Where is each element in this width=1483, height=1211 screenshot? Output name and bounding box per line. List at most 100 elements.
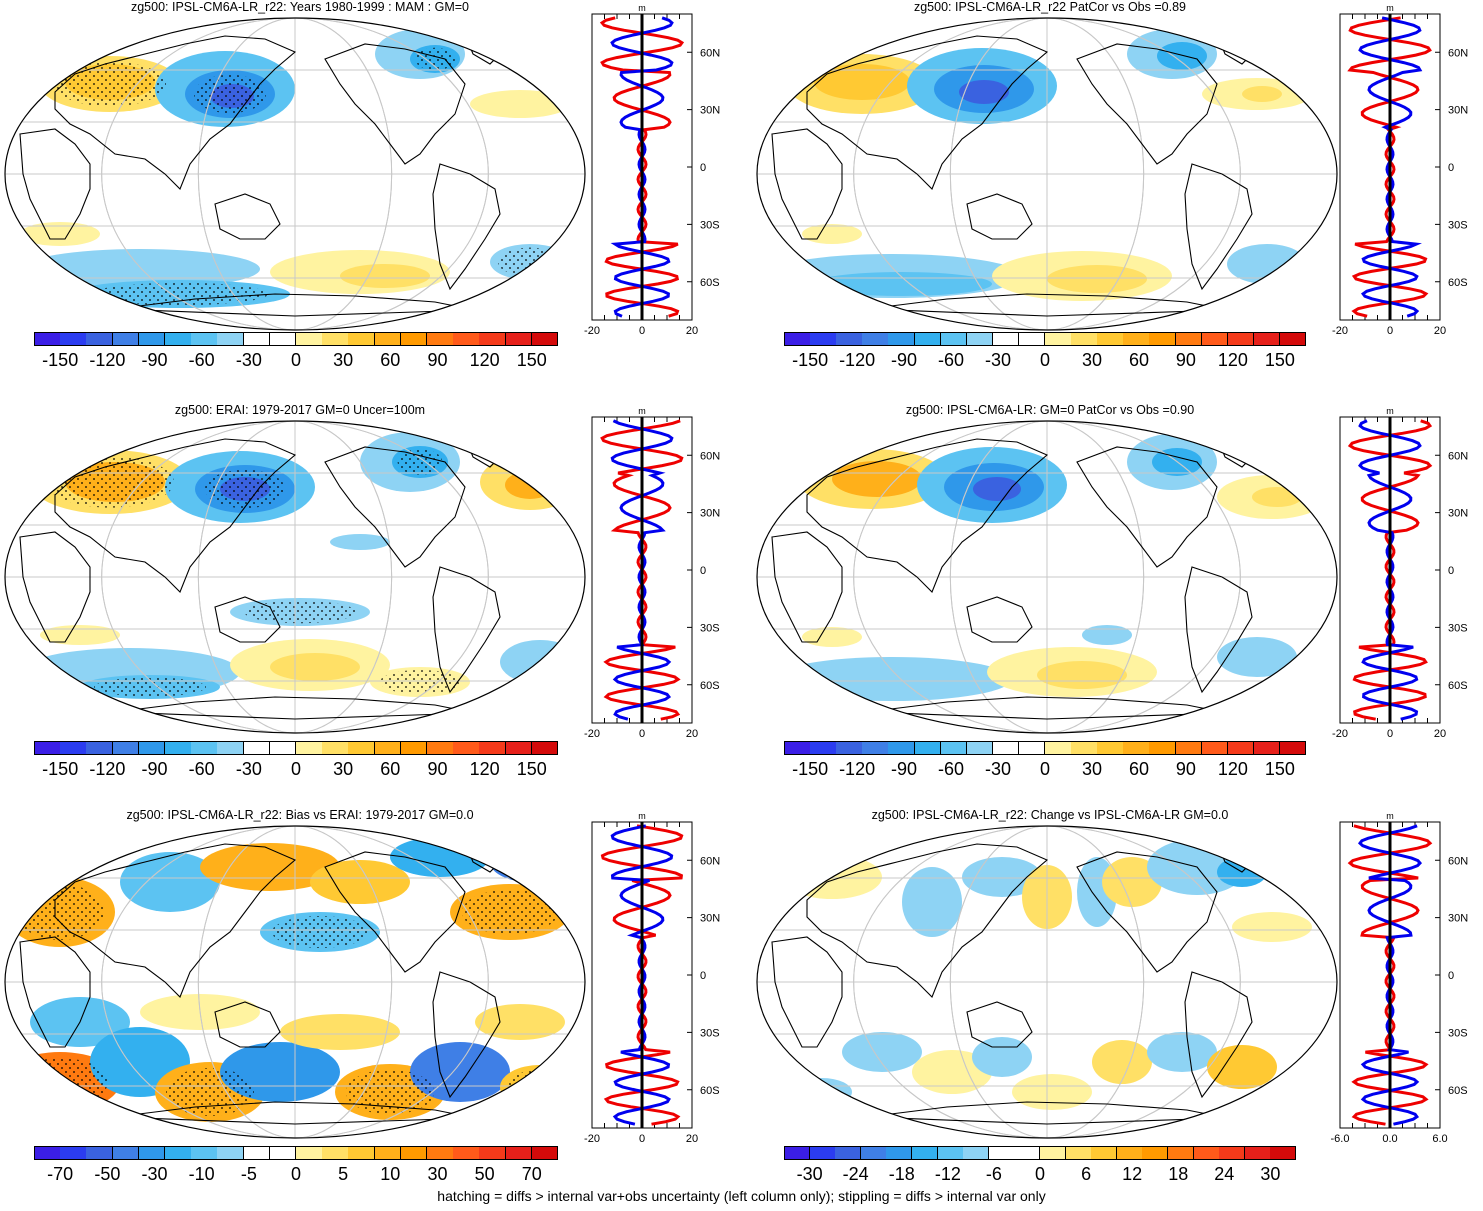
colorbar-segment [400,1146,428,1160]
latitude-label: 30N [1448,508,1468,520]
latitude-label: 60S [700,680,720,692]
latitude-label: 30S [700,622,720,634]
colorbar-label: -6 [985,1164,1002,1184]
colorbar-label: 30 [427,1164,448,1184]
colorbar-label: 0 [290,1164,302,1184]
colorbar-label: -30 [796,1164,823,1184]
map-contours [5,18,585,330]
colorbar-segment [374,332,402,346]
colorbar-segment [1065,1146,1092,1160]
colorbar-label: 90 [427,350,448,370]
profile-tick-label: 0 [639,325,645,337]
contour-region [973,477,1021,501]
colorbar-label: 30 [333,759,354,779]
colorbar-segment [138,741,166,755]
contour-region [792,1078,852,1106]
contour-region [1102,857,1162,907]
colorbar-label: 0 [1039,759,1051,779]
latitude-label: 30N [1448,913,1468,925]
colorbar-label: -24 [842,1164,869,1184]
colorbar-label: 150 [1264,350,1295,370]
colorbar-segment [86,741,114,755]
map-border [4,420,586,734]
profile-tick-label: 20 [686,325,698,337]
coastline [1076,446,1218,568]
coastline [771,531,843,643]
contour-region [1047,265,1147,293]
coastline [866,293,1228,317]
colorbar-label: 90 [1175,350,1196,370]
colorbar-segment [1227,332,1255,346]
colorbar-segment [479,1146,507,1160]
colorbar-segment [966,332,994,346]
latitude-label: 0 [1448,565,1454,577]
colorbar-label: 30 [1260,1164,1281,1184]
colorbar-label: 30 [333,350,354,370]
profile-tick-label: 0 [639,728,645,740]
contour-region [1207,1045,1277,1089]
map-contours [757,826,1337,1138]
profile-unit: m [1386,811,1394,821]
colorbar-segment [836,741,863,755]
colorbar-label: -5 [240,1164,257,1184]
colorbar-segment [479,741,507,755]
colorbar-label: 30 [1081,759,1102,779]
latitude-label: 60N [1448,450,1468,462]
contour-region [1232,912,1312,942]
colorbar-segment [217,332,245,346]
colorbar-segment [348,1146,376,1160]
profile-tick-label: 0.0 [1382,1133,1397,1145]
colorbar-label: 0 [1034,1164,1046,1184]
zonal-profile: m -20 0 20 60N 30N 0 30S 60S [584,811,720,1145]
colorbar-label: -50 [94,1164,121,1184]
map-contours [5,421,585,733]
map-plot [4,420,586,734]
stippling [272,916,368,948]
colorbar-label: 0 [290,759,302,779]
contour-region [280,1014,400,1050]
colorbar-label: -10 [188,1164,215,1184]
profile-tick-label: 20 [686,728,698,740]
latitude-label: 30S [1448,622,1468,634]
colorbar-segment [809,1146,836,1160]
coastline [214,193,281,240]
colorbar-segment [453,332,480,346]
zonal-profile: m -6.0 0.0 6.0 60N 30N 0 30S 60S [1331,811,1469,1145]
profile-tick-label: 0 [639,1133,645,1145]
map-contours [757,421,1337,733]
coastline [19,936,91,1048]
map-border [756,825,1338,1139]
profile-unit: m [638,811,646,821]
latitude-label: 60S [1448,680,1468,692]
colorbar-label: 6 [1081,1164,1092,1184]
contour-region [1157,42,1207,70]
contour-region [802,627,862,647]
colorbar-label: 120 [469,759,500,779]
contour-region [480,454,580,510]
contour-region [814,64,910,100]
colorbar-segment [374,741,402,755]
colorbar-label: 60 [380,350,401,370]
colorbar-label: 60 [380,759,401,779]
coastline [54,843,297,998]
profile-tick-label: -6.0 [1331,1133,1350,1145]
contour-region [1242,86,1282,102]
colorbar-frame [34,1146,558,1160]
profile-tick-label: -20 [584,1133,600,1145]
colorbar-segment [60,741,87,755]
coastline [1184,971,1253,1099]
colorbar-segment [269,741,297,755]
colorbar-label: 150 [1264,759,1295,779]
colorbar-segment [505,332,533,346]
coastline [966,596,1033,643]
contour-region [1252,487,1302,507]
contour-region [120,852,220,912]
footer-note: hatching = diffs > internal var+obs unce… [437,1188,1046,1204]
map-contours [757,18,1337,330]
map-plot [756,825,1338,1139]
colorbar-segment [191,1146,218,1160]
colorbar-label: -90 [141,350,168,370]
colorbar-label: -150 [42,759,79,779]
colorbar-segment [400,332,428,346]
colorbar-segment [836,332,863,346]
